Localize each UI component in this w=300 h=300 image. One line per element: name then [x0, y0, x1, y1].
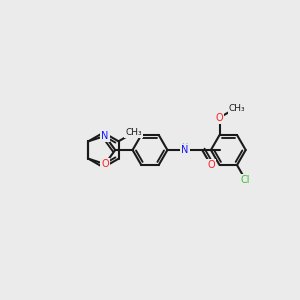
Text: H: H	[181, 142, 187, 152]
Text: CH₃: CH₃	[229, 104, 245, 113]
Text: O: O	[207, 160, 215, 170]
Text: Cl: Cl	[241, 175, 250, 185]
Text: O: O	[216, 112, 224, 122]
Text: CH₃: CH₃	[125, 128, 142, 137]
Text: N: N	[101, 131, 109, 141]
Text: N: N	[181, 145, 188, 155]
Text: O: O	[101, 159, 109, 169]
